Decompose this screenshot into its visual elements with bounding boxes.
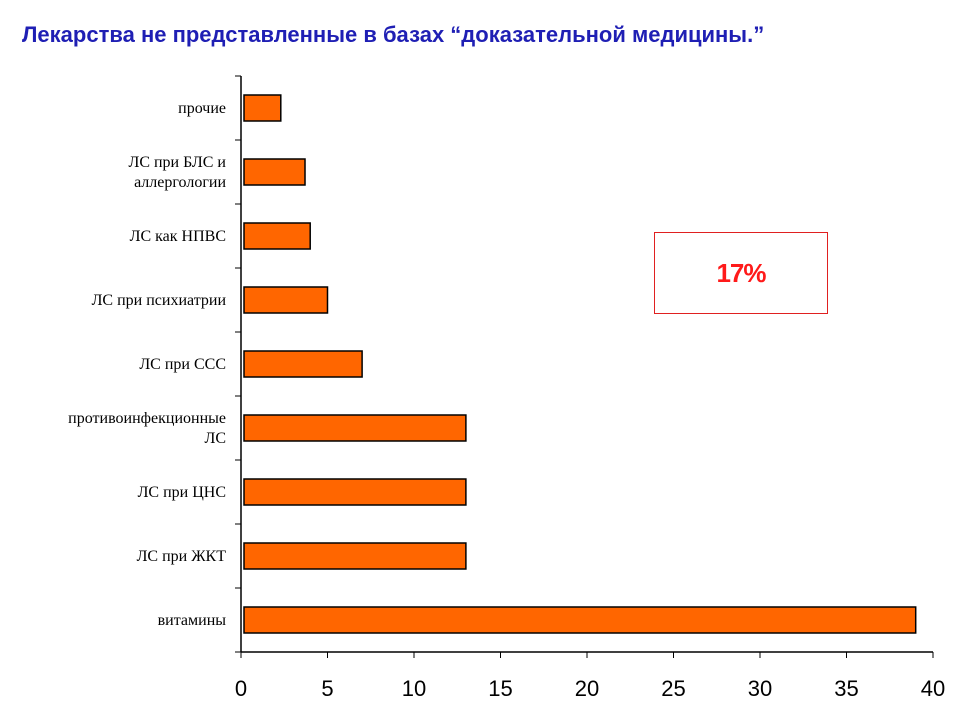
bar bbox=[243, 350, 363, 378]
category-label: ЛС при психиатрии bbox=[92, 292, 227, 309]
x-tick-label: 30 bbox=[748, 676, 772, 701]
bar bbox=[243, 158, 306, 186]
x-tick-label: 20 bbox=[575, 676, 599, 701]
percentage-callout-box: 17% bbox=[654, 232, 828, 314]
category-label: ЛС при ССС bbox=[139, 356, 226, 373]
category-label: ЛС при ЖКТ bbox=[137, 548, 227, 565]
bar bbox=[243, 542, 467, 570]
category-label: ЛС при ЦНС bbox=[138, 484, 226, 501]
bar bbox=[243, 606, 917, 634]
x-tick-label: 0 bbox=[235, 676, 247, 701]
category-label: ЛС при БЛС и аллергологии bbox=[128, 154, 226, 191]
slide-title: Лекарства не представленные в базах “док… bbox=[22, 22, 765, 47]
category-label: ЛС как НПВС bbox=[130, 228, 226, 245]
bar bbox=[243, 94, 282, 122]
x-tick-label: 35 bbox=[834, 676, 858, 701]
percentage-callout-text: 17% bbox=[716, 257, 766, 288]
category-label: противоинфекционные ЛС bbox=[68, 410, 226, 447]
bar bbox=[243, 478, 467, 506]
bar bbox=[243, 414, 467, 442]
x-tick-label: 40 bbox=[921, 676, 945, 701]
x-tick-label: 15 bbox=[488, 676, 512, 701]
bar bbox=[243, 222, 311, 250]
x-tick-label: 5 bbox=[321, 676, 333, 701]
category-label: витамины bbox=[158, 612, 227, 629]
bar bbox=[243, 286, 329, 314]
x-tick-label: 10 bbox=[402, 676, 426, 701]
category-label: прочие bbox=[178, 100, 226, 117]
x-tick-label: 25 bbox=[661, 676, 685, 701]
